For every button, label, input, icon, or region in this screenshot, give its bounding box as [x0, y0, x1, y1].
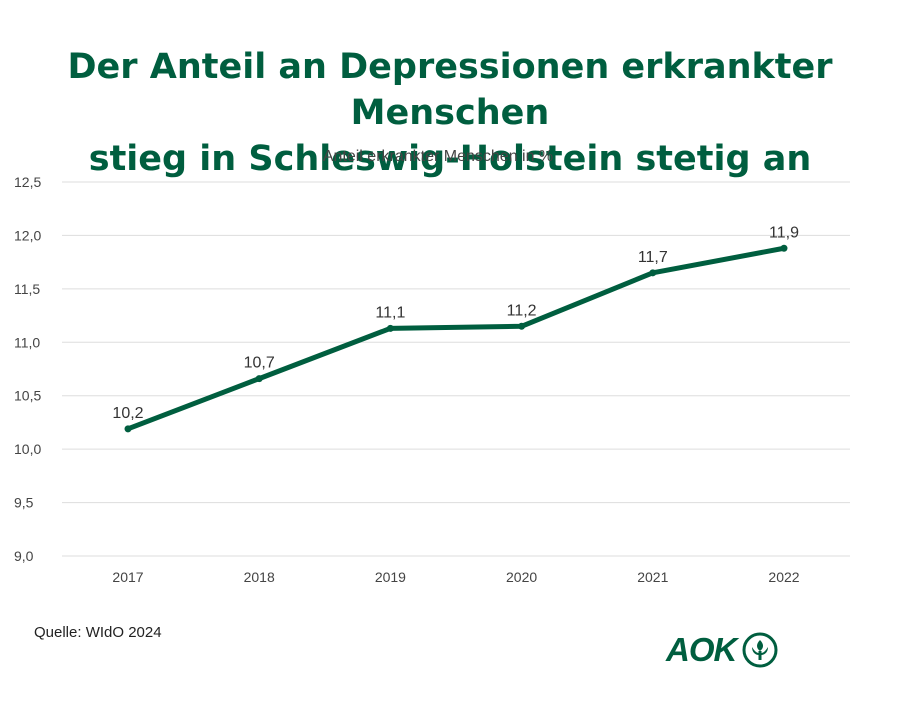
y-tick-label: 9,5: [14, 495, 34, 511]
x-tick-label: 2020: [506, 569, 537, 585]
y-tick-label: 9,0: [14, 548, 34, 564]
chart-title-line-1: Der Anteil an Depressionen erkrankter Me…: [67, 47, 833, 133]
chart-title: Der Anteil an Depressionen erkrankter Me…: [0, 44, 900, 182]
data-point: [649, 269, 657, 277]
aok-tree-icon: [742, 632, 778, 668]
x-tick-label: 2021: [637, 569, 668, 585]
chart-subtitle: Anteil erkrankter Menschen in %: [323, 148, 553, 165]
y-tick-label: 10,0: [14, 441, 41, 457]
data-label: 11,7: [638, 249, 668, 266]
data-label: 10,7: [244, 355, 275, 372]
data-label: 11,2: [507, 302, 537, 319]
x-tick-label: 2019: [375, 569, 406, 585]
data-point: [124, 425, 132, 433]
chart-svg: Anteil erkrankter Menschen in % 9,0 9,5 10,…: [14, 148, 850, 585]
series-line: [125, 245, 787, 432]
x-tick-label: 2018: [244, 569, 275, 585]
aok-logo: AOK: [666, 628, 786, 672]
data-label: 10,2: [112, 405, 143, 422]
y-tick-label: 11,0: [14, 334, 40, 350]
y-tick-label: 12,5: [14, 174, 41, 190]
data-label: 11,9: [769, 224, 799, 241]
x-tick-label: 2017: [112, 569, 143, 585]
y-tick-label: 12,0: [14, 227, 41, 243]
y-tick-label: 10,5: [14, 388, 41, 404]
line-chart: Anteil erkrankter Menschen in % 9,0 9,5 10,…: [0, 135, 900, 605]
chart-title-line-2: stieg in Schleswig-Holstein stetig an: [88, 139, 812, 179]
y-tick-label: 11,5: [14, 281, 40, 297]
data-point: [518, 322, 526, 330]
source-note: Quelle: WIdO 2024: [34, 624, 162, 641]
data-point: [255, 375, 263, 383]
data-point: [386, 324, 394, 332]
data-label: 11,1: [375, 304, 405, 321]
data-point: [780, 244, 788, 252]
aok-logo-text: AOK: [666, 631, 737, 668]
x-tick-label: 2022: [768, 569, 799, 585]
